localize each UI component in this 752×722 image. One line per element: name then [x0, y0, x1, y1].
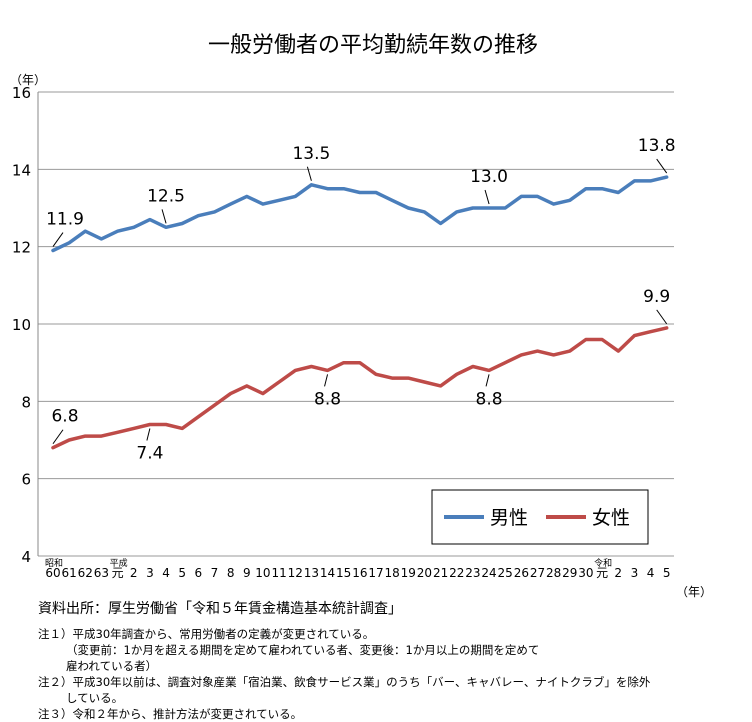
- x-tick-label: 24: [481, 566, 496, 580]
- note-1-detail-cont: 雇われている者）: [66, 659, 158, 673]
- x-tick-label: 5: [663, 566, 671, 580]
- data-label-leader: [52, 429, 64, 445]
- x-tick-label: 8: [227, 566, 235, 580]
- x-tick-label: 9: [243, 566, 251, 580]
- series-line-female: [51, 326, 669, 450]
- x-tick-label: 4: [162, 566, 170, 580]
- x-tick-label: 10: [255, 566, 270, 580]
- x-tick-label: 60: [45, 566, 60, 580]
- x-tick-label: 2: [130, 566, 138, 580]
- x-tick-label: 12: [288, 566, 303, 580]
- x-tick-label: 20: [417, 566, 432, 580]
- x-tick-label: 11: [271, 566, 286, 580]
- x-tick-label: 6: [195, 566, 203, 580]
- x-tick-label: 21: [433, 566, 448, 580]
- data-label-leader: [306, 166, 312, 181]
- x-tick-label: 25: [498, 566, 513, 580]
- x-tick-label: 63: [94, 566, 109, 580]
- data-label: 11.9: [46, 210, 84, 230]
- era-labels: 昭和 平成 令和: [45, 557, 612, 569]
- x-tick-label: 元: [112, 566, 124, 580]
- note-1: 注１）平成30年調査から、常用労働者の定義が変更されている。: [38, 627, 375, 641]
- x-tick-label: 18: [385, 566, 400, 580]
- data-label: 7.4: [136, 444, 163, 464]
- legend-label-female: 女性: [592, 507, 630, 529]
- chart-title: 一般労働者の平均勤続年数の推移: [208, 33, 538, 58]
- data-label-leader: [161, 209, 167, 224]
- y-tick-label: 16: [12, 84, 31, 102]
- x-tick-label: 19: [401, 566, 416, 580]
- x-tick-label: 13: [304, 566, 319, 580]
- note-2-cont: している。: [66, 691, 124, 705]
- y-tick-label: 14: [12, 161, 31, 179]
- era-label: 平成: [110, 557, 128, 569]
- data-label: 13.5: [292, 144, 330, 164]
- data-label: 8.8: [314, 389, 341, 409]
- x-tick-label: 17: [368, 566, 383, 580]
- x-tick-label: 14: [320, 566, 335, 580]
- note-3: 注３）令和２年から、推計方法が変更されている。: [38, 707, 303, 721]
- x-tick-label: 2: [614, 566, 622, 580]
- x-tick-label: 4: [647, 566, 655, 580]
- x-tick-label: 3: [631, 566, 639, 580]
- x-tick-label: 27: [530, 566, 545, 580]
- x-tick-label: 15: [336, 566, 351, 580]
- era-label: 令和: [594, 557, 612, 569]
- x-tick-label: 元: [596, 566, 608, 580]
- data-label-leader: [485, 374, 490, 387]
- y-axis-unit: （年）: [10, 73, 46, 87]
- x-tick-label: 30: [578, 566, 593, 580]
- data-label-leader: [324, 374, 329, 387]
- data-label: 12.5: [147, 186, 185, 206]
- legend: 男性 女性: [431, 489, 649, 545]
- x-tick-label: 62: [78, 566, 93, 580]
- x-tick-label: 7: [211, 566, 219, 580]
- source-note: 資料出所：厚生労働省「令和５年賃金構造基本統計調査」: [38, 601, 402, 617]
- x-tick-label: 29: [562, 566, 577, 580]
- x-axis-unit: （年）: [676, 585, 712, 598]
- x-tick-label: 28: [546, 566, 561, 580]
- note-1-detail: （変更前：1か月を超える期間を定めて雇われている者、変更後：1か月以上の期間を定…: [66, 643, 540, 657]
- data-label: 8.8: [476, 389, 503, 409]
- y-tick-label: 6: [21, 471, 31, 489]
- data-label: 9.9: [643, 287, 670, 307]
- y-tick-labels: 4 6 8 10 12 14 16: [12, 84, 31, 566]
- data-label-leader: [484, 189, 490, 205]
- x-tick-label: 26: [514, 566, 529, 580]
- data-label-leader: [146, 428, 151, 441]
- footnotes: 資料出所：厚生労働省「令和５年賃金構造基本統計調査」 注１）平成30年調査から、…: [38, 598, 738, 722]
- y-tick-label: 8: [21, 393, 31, 411]
- x-tick-labels: 60 61 62 63 元 2 3 4 5 6 7 8 9 10 11 12 13 14 15 16 17 18 19 20 2…: [45, 566, 670, 580]
- x-tick-label: 61: [62, 566, 77, 580]
- series-lines: [51, 175, 669, 450]
- data-label-leader: [656, 158, 668, 174]
- data-label: 13.8: [638, 136, 676, 156]
- data-label: 6.8: [51, 407, 78, 427]
- x-tick-label: 3: [146, 566, 154, 580]
- data-label-leader: [656, 309, 668, 325]
- x-tick-label: 16: [352, 566, 367, 580]
- legend-label-male: 男性: [490, 507, 528, 529]
- y-tick-label: 4: [21, 548, 31, 566]
- era-label: 昭和: [45, 558, 63, 569]
- x-tick-label: 23: [465, 566, 480, 580]
- grid-lines: [38, 91, 674, 557]
- y-tick-label: 10: [12, 316, 31, 334]
- x-tick-label: 5: [178, 566, 186, 580]
- series-line-male: [51, 175, 669, 253]
- data-labels: 11.9 12.5 13.5 13.0 13.8 6.8 7.4 8.8 8.8 9.9: [46, 136, 676, 463]
- note-2: 注２）平成30年以前は、調査対象産業「宿泊業、飲食サービス業」のうち「バー、キャ…: [38, 675, 651, 689]
- data-label: 13.0: [470, 167, 508, 187]
- y-tick-label: 12: [12, 239, 31, 257]
- data-label-leader: [52, 232, 64, 247]
- x-tick-label: 22: [449, 566, 464, 580]
